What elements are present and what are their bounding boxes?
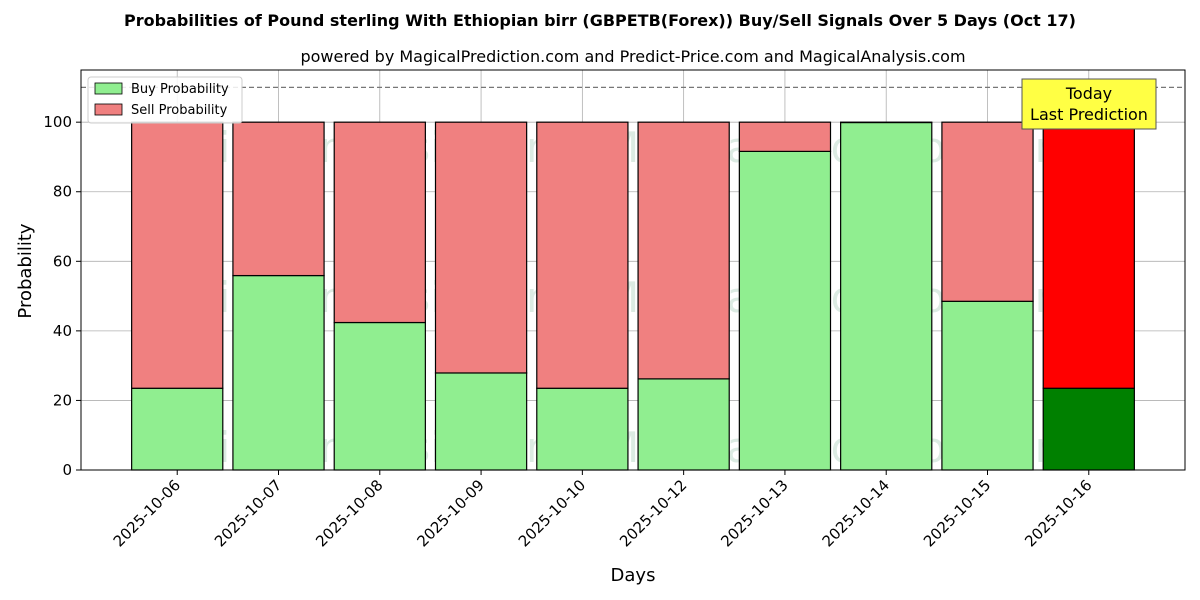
- legend-buy-label: Buy Probability: [131, 82, 229, 97]
- buy-bar: [738, 150, 832, 471]
- buy-bar: [536, 387, 629, 471]
- y-tick-label: 100: [43, 113, 72, 131]
- y-tick-label: 40: [53, 322, 72, 340]
- legend-buy-swatch: [94, 82, 123, 95]
- buy-bar: [1042, 387, 1135, 471]
- sell-bar: [536, 121, 629, 389]
- y-tick-label: 60: [53, 252, 72, 270]
- buy-bar: [232, 274, 325, 471]
- y-tick-label: 20: [53, 391, 72, 409]
- sell-bar: [738, 121, 832, 152]
- buy-bar: [637, 378, 730, 471]
- buy-bar: [840, 121, 933, 471]
- x-tick-label: 2025-10-06: [110, 476, 184, 550]
- bars: [131, 121, 1135, 471]
- sell-bar: [1042, 121, 1135, 389]
- x-tick-label: 2025-10-09: [414, 476, 488, 550]
- x-ticks: 2025-10-06 2025-10-07 2025-10-08 2025-10-09…: [110, 470, 1096, 550]
- y-axis-label: Probability: [15, 223, 36, 318]
- sell-bar: [941, 121, 1034, 302]
- x-tick-label: 2025-10-07: [211, 476, 285, 550]
- today-annotation-line2: Last Prediction: [1030, 105, 1148, 124]
- y-tick-label: 0: [62, 461, 72, 479]
- y-tick-label: 80: [53, 183, 72, 201]
- today-annotation-line1: Today: [1065, 84, 1112, 103]
- plot-frame: [80, 69, 1186, 471]
- x-tick-label: 2025-10-13: [717, 476, 791, 550]
- sell-bar: [333, 121, 426, 324]
- x-tick-label: 2025-10-08: [312, 476, 386, 550]
- sell-bar: [637, 121, 730, 380]
- chart-subtitle: powered by MagicalPrediction.com and Pre…: [300, 47, 965, 66]
- chart-title: Probabilities of Pound sterling With Eth…: [124, 11, 1076, 30]
- x-tick-label: 2025-10-12: [616, 476, 690, 550]
- x-tick-label: 2025-10-16: [1021, 476, 1095, 550]
- x-tick-label: 2025-10-10: [515, 476, 589, 550]
- x-axis-label: Days: [611, 565, 656, 586]
- sell-bar: [131, 121, 224, 389]
- x-tick-label: 2025-10-14: [819, 476, 893, 550]
- buy-bar: [434, 372, 528, 471]
- legend-sell-label: Sell Probability: [131, 103, 228, 118]
- today-annotation: Today Last Prediction: [1021, 78, 1157, 130]
- sell-bar: [434, 121, 528, 374]
- buy-bar: [131, 387, 224, 471]
- x-tick-label: 2025-10-15: [920, 476, 994, 550]
- legend-box: [87, 76, 243, 124]
- y-ticks: 0 20 40 60 80 100: [43, 113, 81, 479]
- today-annotation-box: [1021, 78, 1157, 130]
- buy-bar: [333, 321, 426, 471]
- buy-bar: [941, 300, 1034, 471]
- sell-bar: [232, 121, 325, 277]
- legend-sell-swatch: [94, 103, 123, 116]
- legend: Buy Probability Sell Probability: [87, 76, 243, 124]
